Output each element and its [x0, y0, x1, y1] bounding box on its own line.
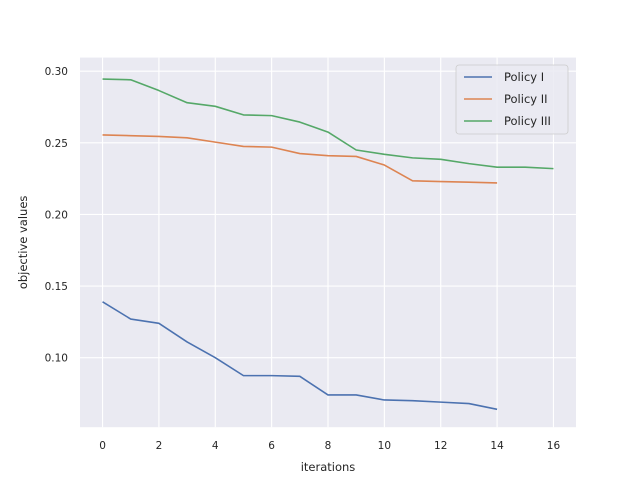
x-tick-label: 6: [268, 440, 275, 452]
y-tick-label: 0.30: [45, 66, 68, 78]
y-tick-label: 0.10: [45, 353, 68, 365]
y-tick-label: 0.15: [45, 281, 68, 293]
series-line: [102, 134, 498, 184]
legend: Policy I Policy II Policy III: [455, 64, 569, 135]
x-axis-label: iterations: [301, 460, 356, 474]
x-tick-label: 10: [378, 440, 391, 452]
y-tick-label: 0.25: [45, 138, 68, 150]
series-line: [102, 301, 498, 411]
x-tick-label: 8: [325, 440, 332, 452]
series-line: [102, 78, 554, 170]
x-tick-label: 0: [99, 440, 106, 452]
y-axis-label: objective values: [16, 196, 30, 290]
series-lines: [102, 78, 554, 411]
y-tick-label: 0.20: [45, 209, 68, 221]
legend-label: Policy I: [504, 70, 544, 84]
x-axis-ticks: 0 2 4 6 8 10 12 14 16: [99, 440, 560, 452]
x-tick-label: 16: [547, 440, 561, 452]
x-tick-label: 12: [434, 440, 447, 452]
legend-box: [455, 64, 569, 135]
x-tick-label: 4: [212, 440, 219, 452]
legend-label: Policy II: [504, 92, 548, 106]
y-axis-ticks: 0.10 0.15 0.20 0.25 0.30: [45, 66, 68, 365]
x-tick-label: 14: [490, 440, 504, 452]
x-tick-label: 2: [156, 440, 163, 452]
legend-label: Policy III: [504, 114, 551, 128]
